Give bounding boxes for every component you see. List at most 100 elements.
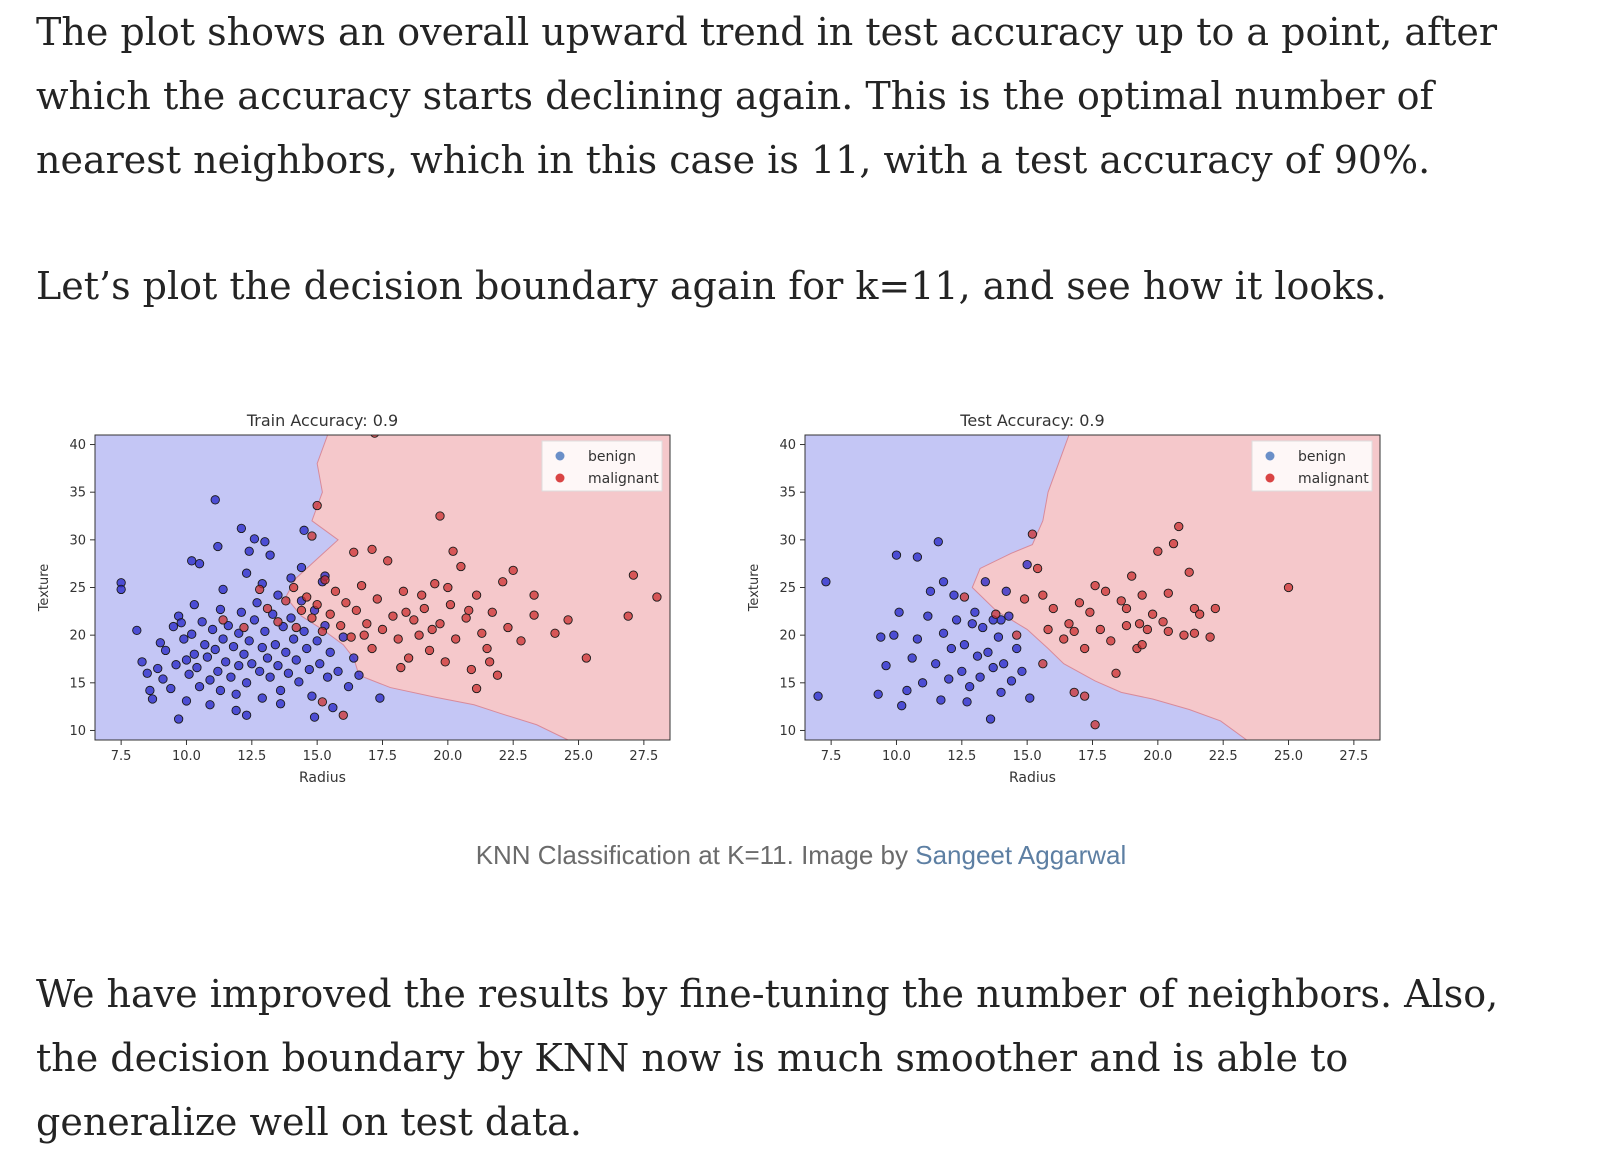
benign-point xyxy=(281,647,291,657)
benign-point xyxy=(145,685,155,696)
benign-point xyxy=(226,672,236,682)
x-axis-label: Radius xyxy=(299,770,346,786)
benign-point xyxy=(231,705,241,716)
malignant-point xyxy=(485,657,495,667)
legend-label-malignant: malignant xyxy=(1298,471,1369,487)
malignant-point xyxy=(312,600,322,610)
malignant-point xyxy=(652,592,662,602)
y-tick-label: 10 xyxy=(69,724,86,739)
malignant-point xyxy=(341,598,351,608)
legend-marker-malignant xyxy=(555,473,565,483)
malignant-region xyxy=(285,435,670,740)
benign-point xyxy=(270,640,280,650)
benign-point xyxy=(967,619,977,629)
caption-credit-link[interactable]: Sangeet Aggarwal xyxy=(915,840,1127,870)
benign-point xyxy=(142,668,152,678)
malignant-point xyxy=(349,547,359,557)
x-tick-label: 27.5 xyxy=(629,749,658,764)
x-tick-label: 20.0 xyxy=(433,749,462,764)
benign-point xyxy=(176,618,186,628)
benign-point xyxy=(210,495,220,505)
malignant-point xyxy=(307,531,317,541)
malignant-point xyxy=(362,619,372,629)
malignant-point xyxy=(1168,539,1179,549)
malignant-point xyxy=(1134,619,1145,629)
benign-point xyxy=(168,621,179,632)
malignant-point xyxy=(383,556,393,566)
malignant-point xyxy=(372,594,382,604)
benign-point xyxy=(223,620,233,631)
malignant-point xyxy=(1059,634,1069,644)
malignant-point xyxy=(529,610,539,620)
benign-point xyxy=(155,638,165,648)
malignant-point xyxy=(516,636,526,646)
malignant-point xyxy=(1085,607,1095,617)
benign-point xyxy=(296,562,307,573)
benign-point xyxy=(946,643,957,654)
benign-point xyxy=(184,669,194,679)
benign-point xyxy=(231,689,241,699)
benign-point xyxy=(1006,676,1017,686)
malignant-point xyxy=(427,624,437,635)
benign-point xyxy=(291,655,301,665)
y-tick-label: 35 xyxy=(69,486,86,501)
benign-point xyxy=(286,573,296,583)
benign-point xyxy=(338,632,348,642)
benign-point xyxy=(325,647,335,657)
malignant-point xyxy=(498,577,508,587)
benign-point xyxy=(207,624,218,635)
benign-point xyxy=(257,693,267,703)
malignant-point xyxy=(356,580,367,591)
malignant-point xyxy=(424,645,435,656)
malignant-point xyxy=(346,632,356,642)
benign-point xyxy=(912,634,923,644)
benign-point xyxy=(1022,559,1032,570)
benign-point xyxy=(166,683,176,694)
malignant-point xyxy=(1137,640,1147,650)
malignant-point xyxy=(1069,687,1079,697)
y-tick-label: 30 xyxy=(779,533,796,548)
article-paragraph-lead: Let’s plot the decision boundary again f… xyxy=(36,264,1387,308)
benign-point xyxy=(265,672,275,682)
benign-point xyxy=(315,659,325,669)
benign-point xyxy=(244,636,254,646)
x-tick-label: 15.0 xyxy=(1013,749,1042,764)
benign-point xyxy=(965,681,975,692)
benign-point xyxy=(181,696,192,706)
benign-point xyxy=(255,666,265,677)
malignant-point xyxy=(370,435,379,438)
benign-point xyxy=(983,647,993,657)
malignant-point xyxy=(401,607,411,617)
malignant-point xyxy=(461,613,471,623)
malignant-point xyxy=(464,605,474,616)
malignant-point xyxy=(492,670,503,680)
legend-label-malignant: malignant xyxy=(588,471,659,487)
benign-point xyxy=(873,689,883,699)
x-tick-label: 27.5 xyxy=(1339,749,1368,764)
benign-point xyxy=(160,645,171,656)
malignant-point xyxy=(1032,563,1043,574)
benign-point xyxy=(302,643,312,654)
benign-point xyxy=(228,641,239,652)
x-tick-label: 15.0 xyxy=(303,749,332,764)
malignant-point xyxy=(1080,691,1090,701)
benign-point xyxy=(213,541,223,552)
x-tick-label: 7.5 xyxy=(111,749,132,764)
malignant-point xyxy=(262,603,273,614)
benign-point xyxy=(218,584,228,595)
malignant-point xyxy=(396,662,406,673)
benign-point xyxy=(894,607,904,617)
malignant-point xyxy=(388,611,398,621)
malignant-point xyxy=(1163,588,1173,598)
benign-point xyxy=(181,655,192,665)
benign-point xyxy=(288,634,299,644)
malignant-point xyxy=(448,546,458,556)
malignant-point xyxy=(403,653,414,663)
benign-point xyxy=(951,615,962,625)
benign-point xyxy=(241,568,252,578)
benign-point xyxy=(821,577,831,587)
malignant-point xyxy=(302,592,312,602)
malignant-point xyxy=(471,683,482,694)
benign-point xyxy=(959,640,970,650)
malignant-point xyxy=(1043,624,1053,635)
